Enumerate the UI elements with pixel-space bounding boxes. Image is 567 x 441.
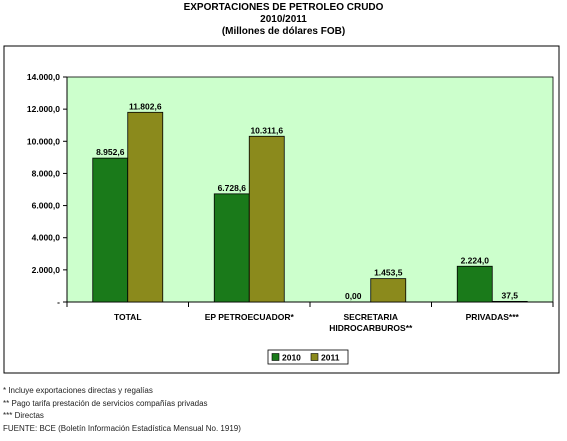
data-label: 0,00: [345, 291, 362, 301]
y-tick-label: 10.000,0: [27, 136, 60, 146]
y-tick-label: 8.000,0: [32, 168, 61, 178]
bar-2010: [456, 265, 493, 303]
chart-unit-note: (Millones de dólares FOB): [221, 26, 346, 37]
legend-box: [267, 349, 349, 365]
bar-2010: [213, 193, 250, 303]
y-axis: - 2.000,0 4.000,0 6.000,0 8.000,0 10.000,0 12.…: [27, 72, 68, 307]
data-label: 1.453,5: [374, 268, 403, 278]
y-tick-label: 14.000,0: [27, 72, 60, 82]
data-label: 10.311,6: [250, 125, 283, 135]
bar-2011: [248, 135, 285, 303]
legend-swatch: [310, 353, 319, 361]
x-category-label: TOTAL: [114, 312, 142, 322]
bar-2011: [370, 278, 407, 303]
data-label: 2.224,0: [461, 255, 490, 265]
bar-2011: [127, 111, 164, 303]
data-label: 11.802,6: [129, 101, 162, 111]
x-category-label: SECRETARIA HIDROCARBUROS**: [329, 312, 413, 333]
footnote: * Incluye exportaciones directas y regal…: [3, 386, 153, 395]
y-tick-label: 2.000,0: [32, 265, 61, 275]
data-label: 37,5: [501, 290, 518, 300]
data-label: 6.728,6: [218, 183, 247, 193]
legend: 2010 2011: [267, 349, 349, 365]
chart-subtitle: 2010/2011: [260, 14, 307, 25]
y-tick-label: 4.000,0: [32, 233, 61, 243]
footnote: ** Pago tarifa prestación de servicios c…: [3, 398, 208, 408]
data-label: 8.952,6: [96, 147, 125, 157]
y-tick-label: -: [57, 297, 60, 307]
legend-label: 2010: [282, 353, 301, 363]
y-tick-label: 6.000,0: [32, 201, 61, 211]
x-category-label: EP PETROECUADOR*: [205, 312, 295, 322]
x-category-label: PRIVADAS***: [466, 312, 520, 322]
legend-label: 2011: [321, 353, 340, 363]
bar-chart: - 2.000,0 4.000,0 6.000,0 8.000,0 10.000,0 12.…: [3, 45, 560, 374]
footnotes: * Incluye exportaciones directas y regal…: [3, 385, 241, 435]
legend-swatch: [271, 353, 280, 361]
y-tick-label: 12.000,0: [27, 104, 60, 114]
source-note: FUENTE: BCE (Boletín Información Estadís…: [3, 423, 241, 433]
chart-title-block: EXPORTACIONES DE PETROLEO CRUDO 2010/201…: [0, 2, 567, 38]
chart-title: EXPORTACIONES DE PETROLEO CRUDO: [183, 2, 384, 13]
footnote: *** Directas: [3, 411, 44, 420]
bar-2011: [491, 300, 528, 303]
bar-series: 8.952,6 6.728,6 0,00 2.224,0 11.802,6 10.311,…: [92, 101, 528, 303]
bar-2010: [92, 157, 129, 303]
